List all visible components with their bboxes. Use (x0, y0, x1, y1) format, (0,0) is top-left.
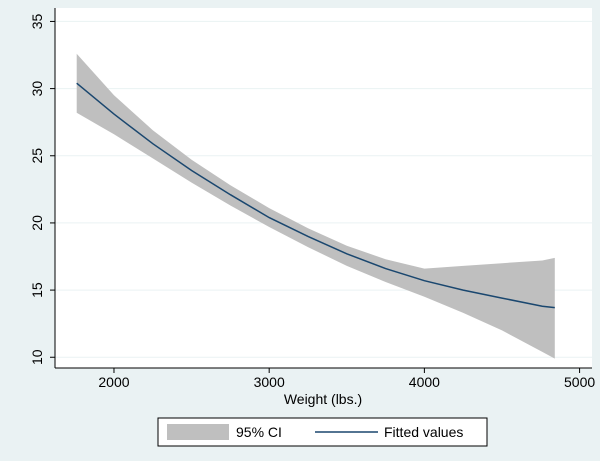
y-tick-label: 20 (29, 215, 45, 231)
ci-band (76, 53, 555, 359)
legend: 95% CI Fitted values (157, 417, 488, 447)
x-tick-label: 3000 (254, 374, 285, 390)
legend-ci-swatch (167, 424, 229, 440)
x-axis-title: Weight (lbs.) (284, 391, 362, 407)
grid-lines (55, 20, 592, 358)
y-tick-label: 35 (29, 13, 45, 29)
x-tick-label: 5000 (564, 374, 595, 390)
y-tick-label: 30 (29, 81, 45, 97)
y-tick-label: 25 (29, 148, 45, 164)
x-tick-label: 2000 (98, 374, 129, 390)
legend-fitted-label: Fitted values (384, 424, 463, 440)
y-tick-label: 10 (29, 349, 45, 365)
axes: 2000 3000 4000 5000 10 15 20 25 30 35 (29, 8, 595, 390)
fitted-line (76, 82, 555, 309)
x-tick-label: 4000 (409, 374, 440, 390)
legend-ci-label: 95% CI (236, 424, 282, 440)
y-tick-label: 15 (29, 282, 45, 298)
